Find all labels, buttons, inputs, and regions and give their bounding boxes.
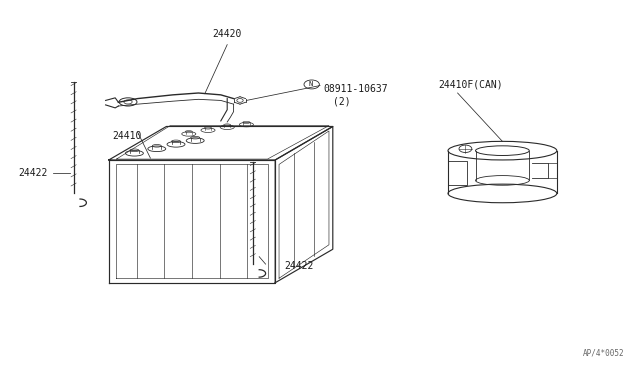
Text: 24422: 24422 bbox=[18, 168, 47, 178]
Text: 24410F(CAN): 24410F(CAN) bbox=[438, 79, 503, 89]
Text: 24420: 24420 bbox=[212, 29, 242, 39]
Text: 24422: 24422 bbox=[285, 261, 314, 271]
Text: (2): (2) bbox=[333, 96, 351, 106]
Text: AP/4*0052: AP/4*0052 bbox=[582, 348, 624, 357]
Text: N: N bbox=[308, 81, 312, 87]
Text: 08911-10637: 08911-10637 bbox=[323, 84, 388, 94]
Text: 24410: 24410 bbox=[112, 131, 141, 141]
